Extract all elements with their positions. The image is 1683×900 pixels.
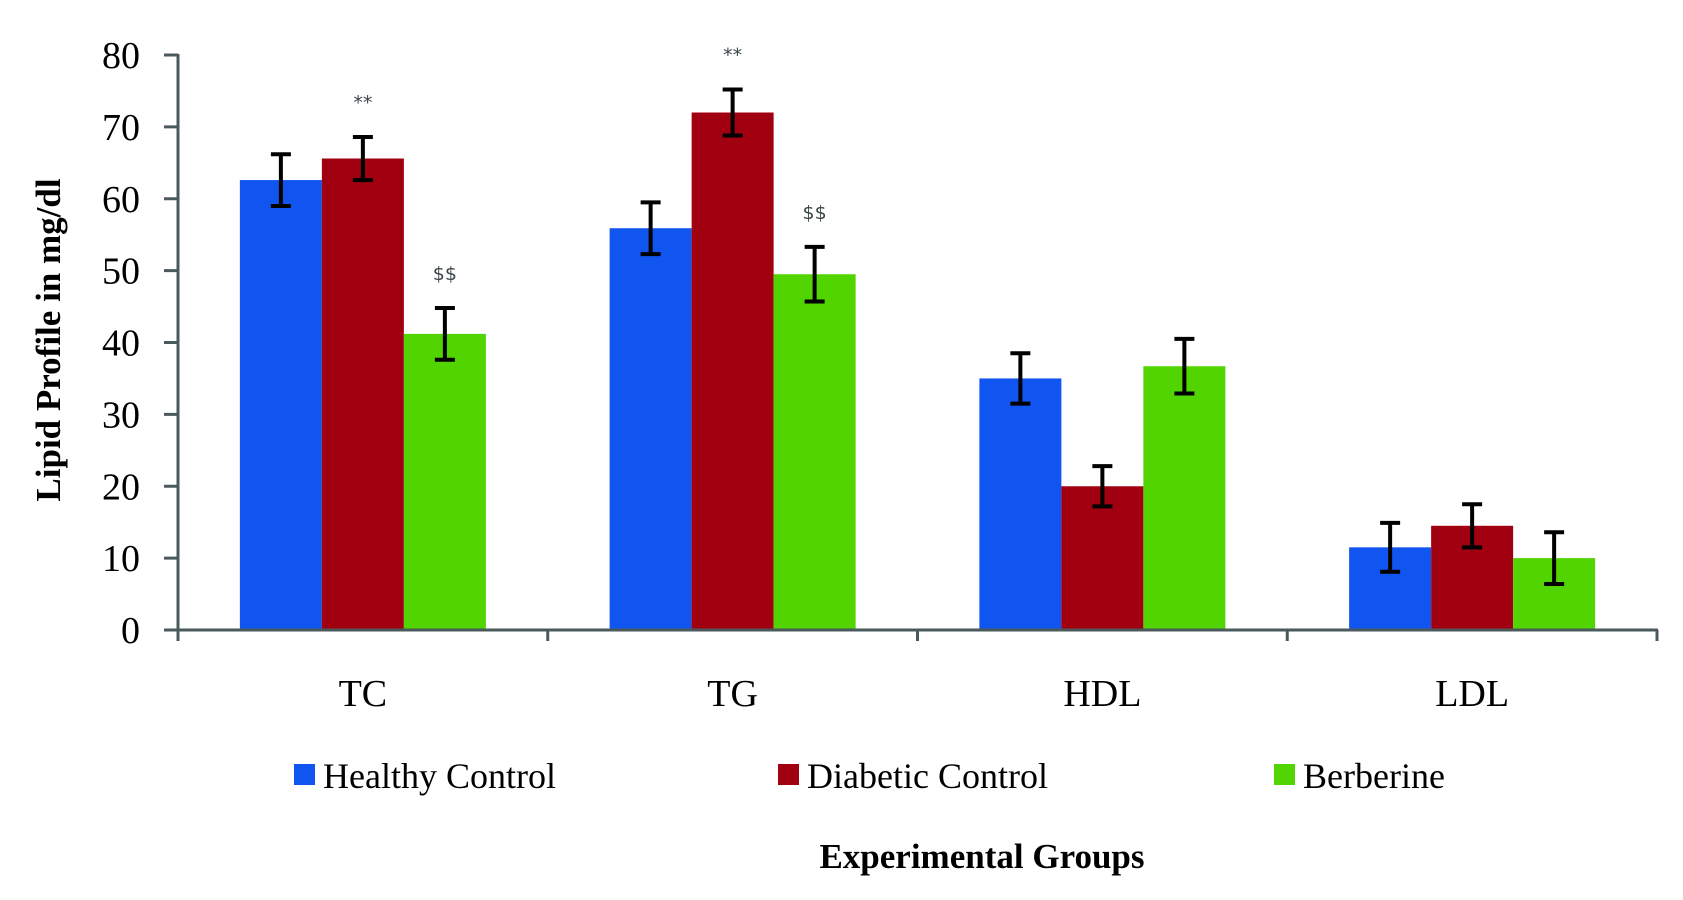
error-bar-diabetic-control-tg [722, 87, 743, 138]
bar-diabetic-control-tg [691, 112, 774, 630]
legend-swatch [1274, 764, 1295, 785]
y-tick-label: 0 [121, 610, 140, 652]
error-bar-diabetic-control-tc [352, 134, 373, 183]
error-bar-healthy-control-tc [270, 152, 291, 208]
y-tick-label: 70 [102, 107, 140, 149]
error-bar-diabetic-control-hdl [1092, 464, 1113, 509]
y-tick-label: 40 [102, 323, 140, 365]
legend-swatch [294, 764, 315, 785]
significance-marker: ** [723, 45, 742, 67]
bar-diabetic-control-hdl [1061, 486, 1144, 630]
y-tick-label: 20 [102, 466, 140, 508]
legend-swatch [778, 764, 799, 785]
bar-berberine-tg [773, 274, 856, 630]
legend-item-diabetic-control: Diabetic Control [778, 756, 1048, 796]
error-bar-berberine-tg [804, 244, 825, 304]
error-bar-berberine-ldl [1544, 530, 1565, 586]
x-axis-title: Experimental Groups [819, 837, 1144, 876]
legend-label: Berberine [1303, 756, 1445, 796]
error-bar-berberine-tc [434, 306, 455, 362]
legend: Healthy Control Diabetic Control Berberine [294, 756, 1445, 796]
y-tick-label: 80 [102, 35, 140, 77]
category-label-ldl: LDL [1435, 673, 1509, 715]
significance-marker: $$ [803, 202, 827, 224]
legend-label: Diabetic Control [807, 756, 1048, 796]
bar-berberine-tc [403, 333, 486, 630]
category-labels: TC TG HDL LDL [339, 673, 1509, 715]
error-bars-layer [270, 87, 1565, 586]
bar-diabetic-control-tc [321, 158, 404, 630]
category-label-hdl: HDL [1063, 673, 1141, 715]
bars-layer [239, 112, 1596, 630]
error-bar-berberine-hdl [1174, 336, 1195, 396]
legend-item-berberine: Berberine [1274, 756, 1445, 796]
bar-healthy-control-tc [239, 180, 322, 630]
error-bar-diabetic-control-ldl [1462, 502, 1483, 550]
significance-marker: $$ [433, 263, 457, 285]
error-bar-healthy-control-tg [640, 200, 661, 257]
y-ticks: 0 10 20 30 40 50 60 70 80 [102, 35, 178, 652]
bar-healthy-control-tg [609, 228, 692, 630]
y-tick-label: 50 [102, 251, 140, 293]
error-bar-healthy-control-hdl [1010, 351, 1031, 406]
bar-berberine-hdl [1143, 366, 1226, 630]
error-bar-healthy-control-ldl [1380, 520, 1401, 574]
legend-label: Healthy Control [323, 756, 556, 796]
significance-marker: ** [353, 92, 372, 114]
annotations-layer: ** $$ ** $$ [353, 45, 826, 286]
y-tick-label: 10 [102, 538, 140, 580]
y-axis-title: Lipid Profile in mg/dl [29, 178, 68, 501]
y-tick-label: 60 [102, 179, 140, 221]
bar-healthy-control-hdl [979, 378, 1062, 630]
x-ticks [176, 630, 1659, 641]
legend-item-healthy-control: Healthy Control [294, 756, 556, 796]
category-label-tc: TC [339, 673, 388, 715]
y-tick-label: 30 [102, 394, 140, 436]
category-label-tg: TG [707, 673, 758, 715]
axes [164, 54, 1658, 640]
